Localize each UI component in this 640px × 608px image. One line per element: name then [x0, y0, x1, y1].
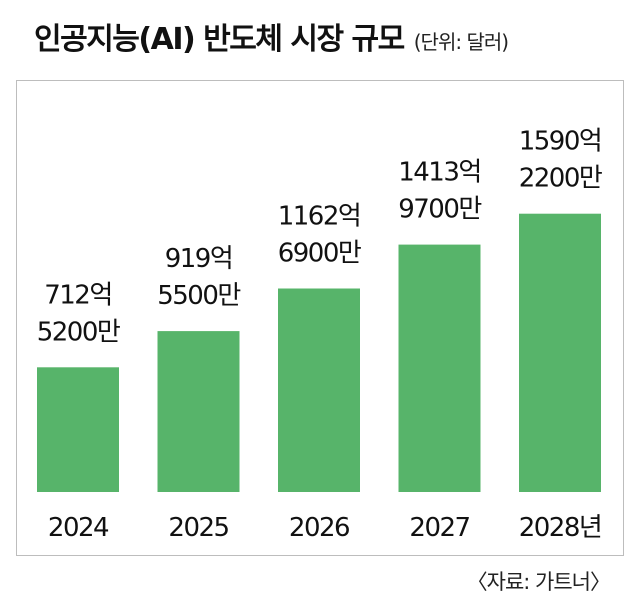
- chart-frame: [16, 80, 624, 556]
- bar-2027: [398, 244, 481, 492]
- chart-title: 인공지능(AI) 반도체 시장 규모: [34, 22, 405, 57]
- value-label-2028년-1: 1590억: [519, 127, 602, 157]
- unit-note: (단위: 달러): [413, 30, 509, 54]
- x-tick-label: 2024: [48, 513, 109, 543]
- value-label-2026-1: 1162억: [278, 202, 361, 232]
- x-tick-label: 2028년: [519, 513, 602, 543]
- value-label-2027-1: 1413억: [398, 158, 481, 188]
- bar-2024: [37, 367, 119, 492]
- value-label-2026-2: 6900만: [278, 239, 361, 269]
- x-tick-label: 2027: [409, 513, 469, 543]
- bar-2026: [278, 288, 360, 492]
- value-label-2027-2: 9700만: [398, 195, 481, 225]
- value-label-2024-1: 712억: [44, 280, 112, 310]
- x-tick-label: 2026: [289, 513, 349, 543]
- x-tick-label: 2025: [168, 513, 228, 543]
- title-row: 인공지능(AI) 반도체 시장 규모 (단위: 달러): [34, 14, 509, 58]
- bar-2025: [157, 331, 240, 492]
- bar-2028년: [519, 213, 601, 492]
- source-note: 〈자료: 가트너〉: [466, 570, 611, 594]
- value-label-2025-2: 5500만: [157, 281, 240, 311]
- value-label-2024-2: 5200만: [37, 317, 120, 347]
- value-label-2028년-2: 2200만: [519, 164, 602, 194]
- value-label-2025-1: 919억: [165, 244, 233, 274]
